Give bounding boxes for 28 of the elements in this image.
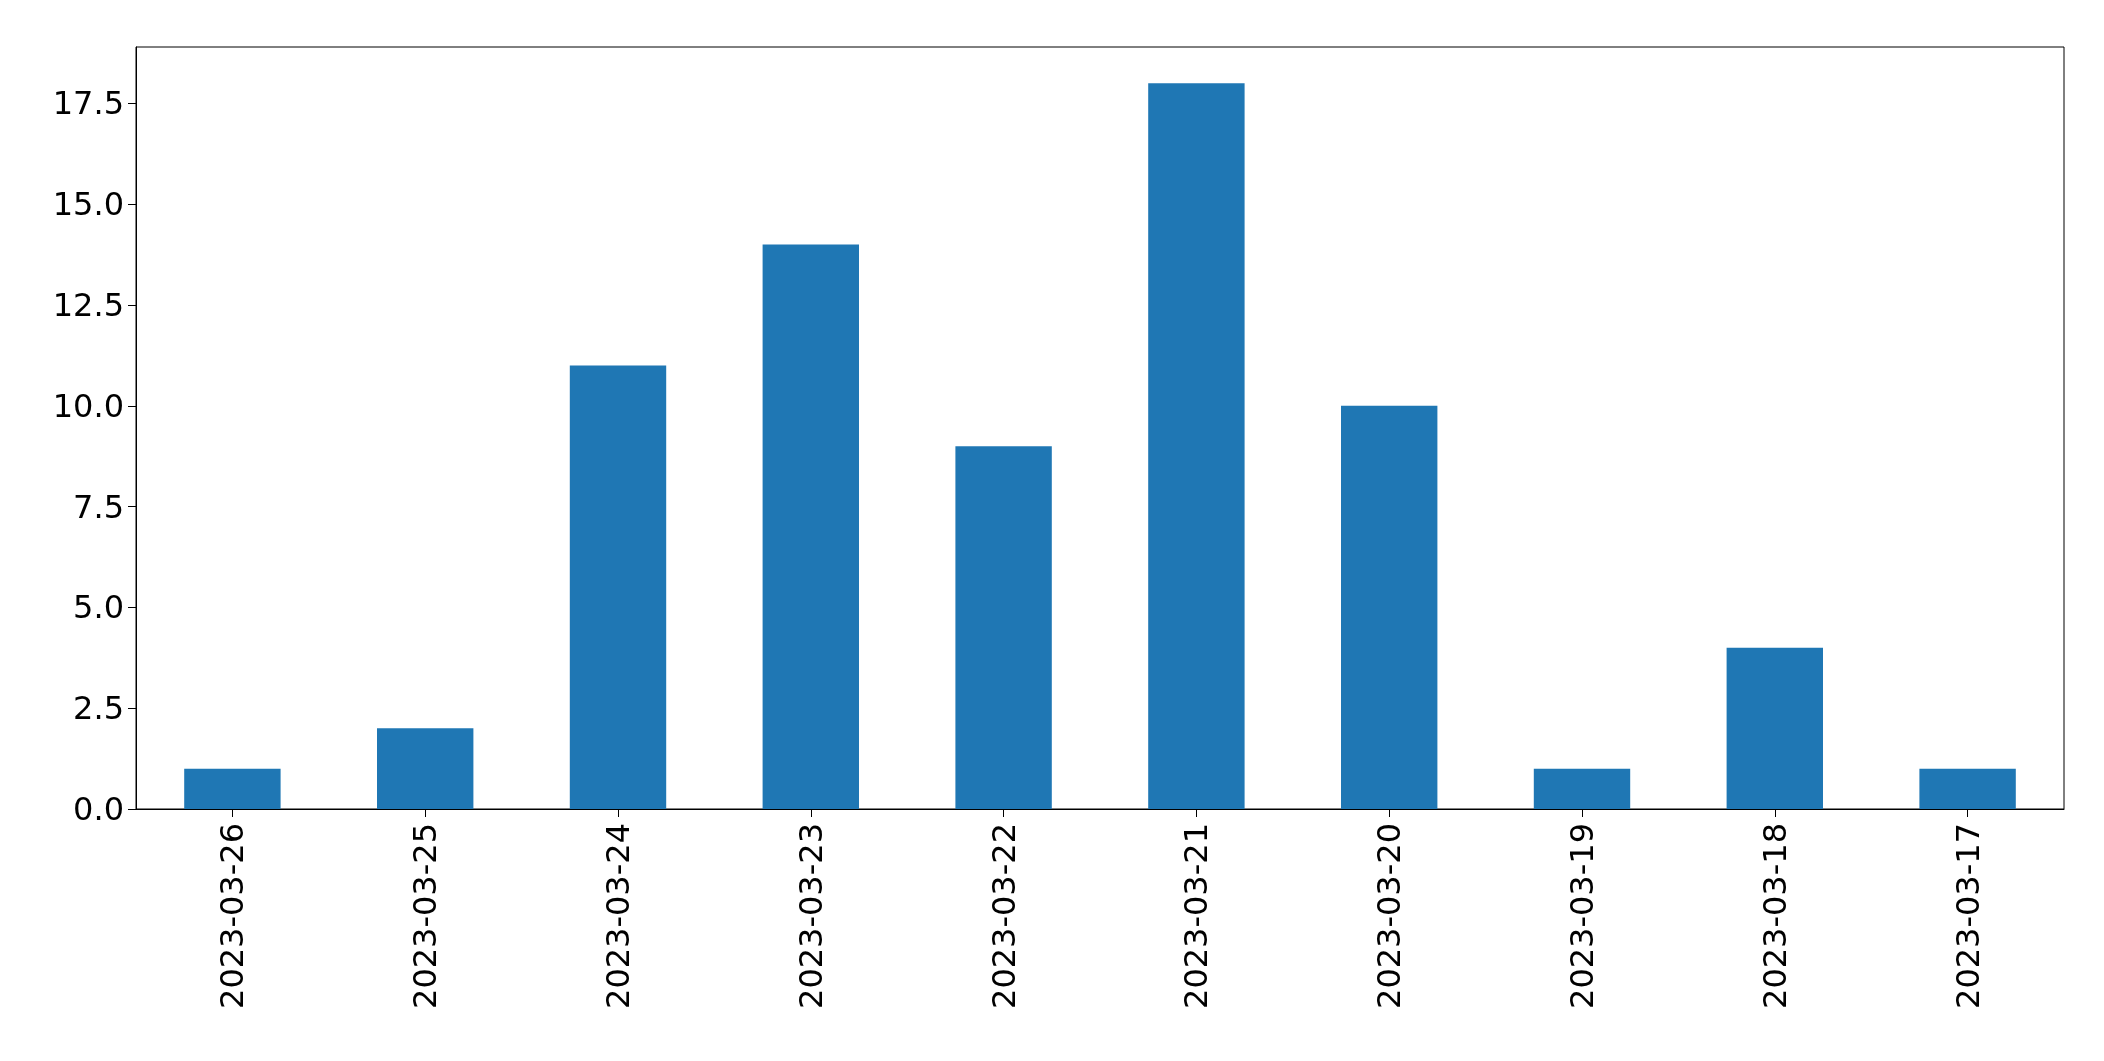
bar xyxy=(762,244,859,809)
bar xyxy=(1533,768,1631,809)
x-tick-label: 2023-03-20 xyxy=(1370,823,1409,1009)
bar xyxy=(184,768,281,809)
y-tick-label: 2.5 xyxy=(73,689,124,728)
x-tick-label: 2023-03-19 xyxy=(1563,823,1601,1009)
bar xyxy=(1148,83,1245,809)
x-tick-label: 2023-03-24 xyxy=(599,823,637,1009)
x-tick-label: 2023-03-21 xyxy=(1177,823,1216,1009)
y-tick-label: 10.0 xyxy=(52,386,124,425)
bar xyxy=(1726,647,1823,809)
x-tick-label: 2023-03-23 xyxy=(791,823,830,1009)
bar xyxy=(569,365,667,809)
x-tick-label: 2023-03-26 xyxy=(213,823,252,1009)
bar xyxy=(1919,768,2016,809)
x-tick-label: 2023-03-17 xyxy=(1948,823,1987,1009)
y-tick-label: 7.5 xyxy=(73,487,124,526)
y-tick-label: 0.0 xyxy=(73,790,124,828)
y-tick-label: 17.5 xyxy=(52,84,124,123)
bar xyxy=(377,728,474,809)
bar xyxy=(1341,405,1438,809)
y-tick-label: 5.0 xyxy=(73,588,124,627)
x-tick-label: 2023-03-25 xyxy=(406,823,445,1009)
bar xyxy=(955,446,1052,809)
x-tick-label: 2023-03-22 xyxy=(984,823,1023,1009)
y-tick-label: 12.5 xyxy=(52,286,124,325)
x-tick-label: 2023-03-18 xyxy=(1755,823,1794,1009)
y-tick-label: 15.0 xyxy=(52,185,124,224)
